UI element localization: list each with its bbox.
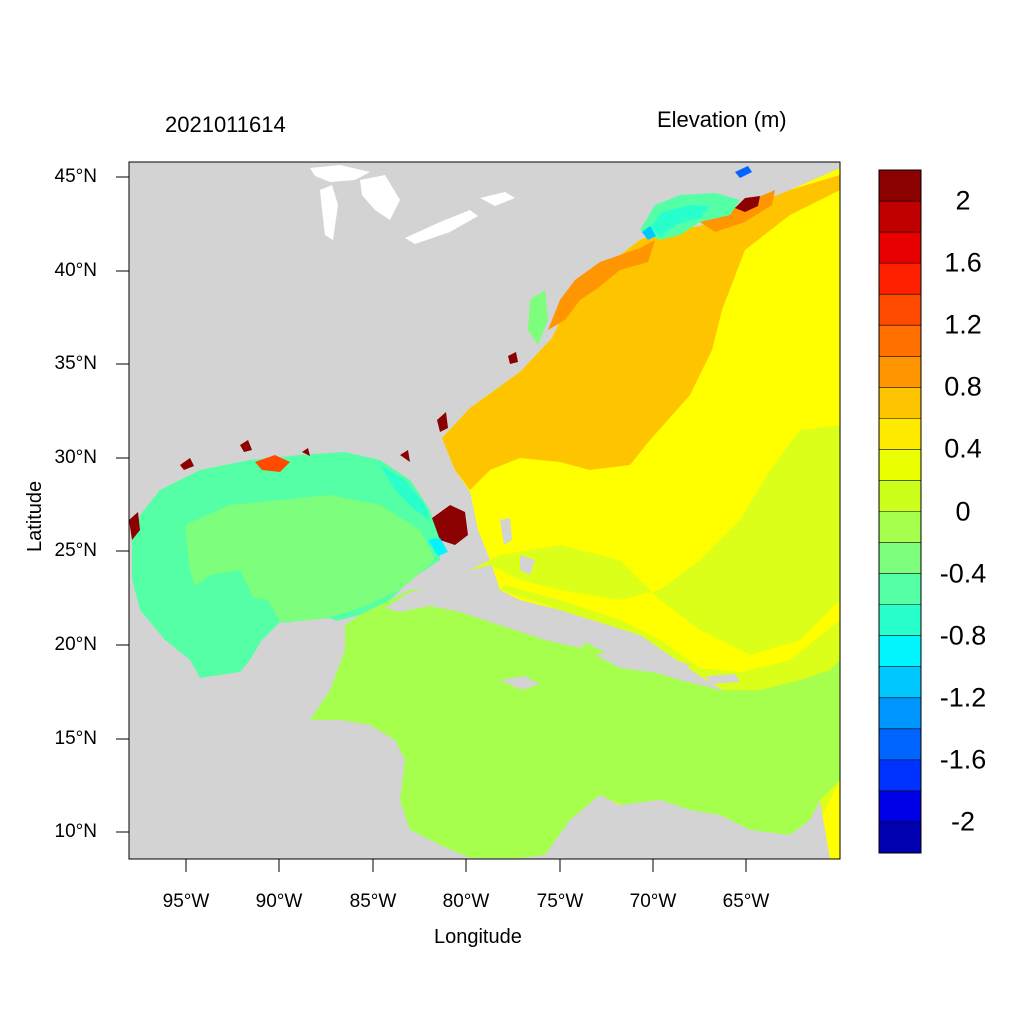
cuba — [385, 588, 590, 648]
colorbar-swatch — [879, 697, 921, 730]
colorbar-swatch — [879, 294, 921, 326]
colorbar-swatch — [879, 759, 921, 792]
colorbar-swatch — [879, 449, 921, 481]
colorbar-label: -0.4 — [939, 558, 987, 589]
lon-tick-label: 95°W — [162, 891, 210, 912]
lat-tick-label: 25°N — [54, 540, 97, 561]
y-axis-label: Latitude — [24, 480, 46, 552]
lon-tick-label: 65°W — [722, 891, 770, 912]
lat-tick-label: 10°N — [54, 821, 97, 842]
colorbar-swatch — [879, 728, 921, 761]
map-area — [129, 162, 840, 859]
colorbar-swatch — [879, 480, 921, 512]
colorbar-swatch — [879, 542, 921, 575]
colorbar-swatch — [879, 201, 921, 233]
colorbar-label: -1.2 — [939, 682, 987, 713]
colorbar-swatch — [879, 666, 921, 699]
lon-tick-label: 80°W — [442, 891, 490, 912]
colorbar-swatch — [879, 356, 921, 388]
colorbar-label: 0.8 — [944, 371, 982, 402]
lat-tick-label: 40°N — [54, 260, 97, 281]
plot-frame — [128, 161, 841, 860]
colorbar-label: 0 — [955, 496, 971, 526]
gulf-stream-region — [442, 175, 840, 490]
puerto-rico — [705, 674, 740, 684]
lon-tick-label: 70°W — [629, 891, 677, 912]
lat-tick-label: 35°N — [54, 353, 97, 374]
colorbar-swatch — [879, 263, 921, 295]
colorbar-label: 1.6 — [944, 247, 982, 278]
lake-huron — [360, 175, 400, 220]
timestamp-title: 2021011614 — [165, 112, 286, 137]
lake-erie — [405, 210, 478, 244]
hispaniola — [595, 648, 690, 675]
colorbar-swatch — [879, 635, 921, 668]
colorbar-swatch — [879, 387, 921, 419]
lat-tick-label: 45°N — [54, 166, 97, 187]
lat-tick-label: 20°N — [54, 634, 97, 655]
lon-tick-label: 85°W — [349, 891, 397, 912]
colorbar-swatch — [879, 232, 921, 264]
lat-tick-label: 30°N — [54, 447, 97, 468]
colorbar-label: -2 — [950, 806, 975, 837]
colorbar-label: 0.4 — [944, 433, 982, 464]
lake-michigan — [320, 185, 338, 240]
caribbean-sea — [310, 590, 840, 858]
south-america — [520, 795, 830, 859]
colorbar-label: 2 — [955, 185, 971, 216]
central-america — [129, 720, 470, 859]
colorbar-label: -1.6 — [939, 744, 987, 775]
colorbar-swatch — [879, 790, 921, 823]
ne-coastal-orange — [548, 190, 775, 330]
lon-ticks — [185, 859, 747, 872]
variable-title: Elevation (m) — [657, 107, 787, 132]
colorbar-swatch — [879, 418, 921, 450]
colorbar-swatch — [879, 511, 921, 544]
colorbar-swatch — [879, 821, 921, 854]
florida — [410, 455, 470, 518]
lat-ticks — [116, 176, 129, 833]
yucatan — [255, 618, 345, 720]
lake-ontario — [480, 192, 515, 206]
lat-tick-label: 15°N — [54, 728, 97, 749]
florida-anomaly — [432, 505, 468, 545]
colorbar — [878, 169, 922, 854]
colorbar-label: -0.8 — [939, 620, 987, 651]
colorbar-swatch — [879, 170, 921, 202]
lon-tick-label: 90°W — [255, 891, 303, 912]
x-axis-label: Longitude — [434, 926, 522, 948]
colorbar-label: 1.2 — [944, 309, 982, 340]
colorbar-swatch — [879, 604, 921, 637]
lake-superior — [310, 165, 370, 182]
colorbar-swatch — [879, 325, 921, 357]
jamaica — [500, 676, 540, 690]
atlantic-band — [470, 425, 840, 820]
colorbar-swatch — [879, 573, 921, 606]
lon-tick-label: 75°W — [536, 891, 584, 912]
